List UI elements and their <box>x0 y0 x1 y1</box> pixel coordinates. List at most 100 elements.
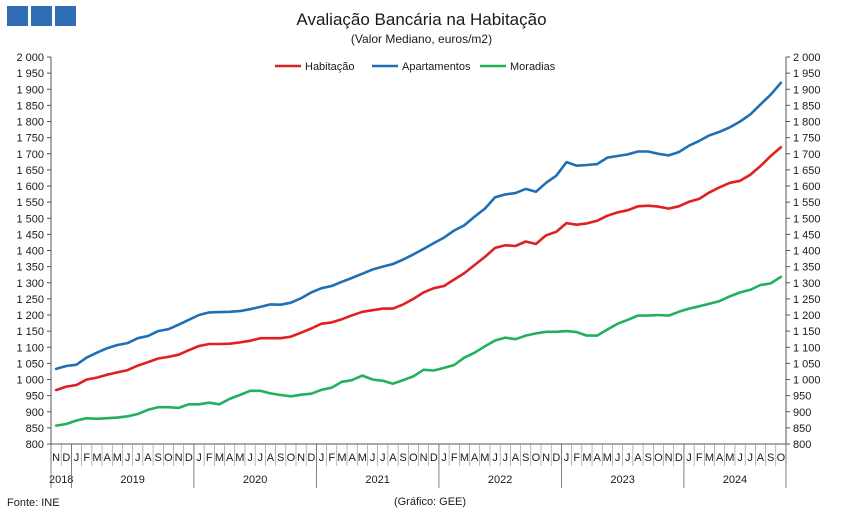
logo-block-3 <box>55 6 76 26</box>
x-month-label: S <box>767 452 774 464</box>
y-tick-label-right: 1 650 <box>793 165 821 177</box>
x-month-label: F <box>206 452 213 464</box>
x-month-label: N <box>52 452 60 464</box>
x-month-label: M <box>480 452 489 464</box>
x-month-label: J <box>748 452 754 464</box>
x-month-label: M <box>337 452 346 464</box>
x-month-label: F <box>451 452 458 464</box>
logo <box>7 6 76 26</box>
x-month-label: D <box>307 452 315 464</box>
x-month-label: N <box>175 452 183 464</box>
x-month-label: F <box>83 452 90 464</box>
x-month-label: A <box>757 452 765 464</box>
y-tick-label-right: 800 <box>793 439 811 451</box>
y-tick-label-right: 1 050 <box>793 358 821 370</box>
y-tick-label-left: 1 250 <box>16 294 44 306</box>
x-month-label: A <box>634 452 642 464</box>
x-month-label: J <box>686 452 692 464</box>
y-tick-label-right: 1 100 <box>793 342 821 354</box>
y-tick-label-right: 1 250 <box>793 294 821 306</box>
x-month-label: O <box>777 452 786 464</box>
x-month-label: J <box>74 452 80 464</box>
x-month-label: O <box>654 452 663 464</box>
x-year-label: 2023 <box>610 474 634 486</box>
x-month-label: J <box>441 452 447 464</box>
y-tick-label-left: 1 000 <box>16 375 44 387</box>
x-month-label: J <box>370 452 376 464</box>
y-tick-label-left: 1 700 <box>16 149 44 161</box>
x-month-label: J <box>258 452 264 464</box>
x-month-label: M <box>725 452 734 464</box>
y-tick-label-left: 1 550 <box>16 197 44 209</box>
chart-subtitle: (Valor Mediano, euros/m2) <box>350 32 493 46</box>
y-tick-label-left: 800 <box>26 439 44 451</box>
y-tick-label-right: 1 750 <box>793 133 821 145</box>
y-tick-label-right: 1 700 <box>793 149 821 161</box>
series-line-moradias <box>54 275 783 427</box>
x-month-label: M <box>603 452 612 464</box>
x-month-label: J <box>247 452 253 464</box>
y-tick-label-right: 1 450 <box>793 229 821 241</box>
x-month-label: O <box>164 452 173 464</box>
y-tick-label-right: 1 200 <box>793 310 821 322</box>
y-tick-label-right: 1 400 <box>793 246 821 258</box>
x-month-label: M <box>358 452 367 464</box>
y-tick-label-left: 1 300 <box>16 278 44 290</box>
x-month-label: J <box>625 452 631 464</box>
x-month-label: A <box>471 452 479 464</box>
logo-block-1 <box>7 6 28 26</box>
x-month-label: S <box>155 452 162 464</box>
y-tick-label-left: 850 <box>26 423 44 435</box>
y-tick-label-right: 1 300 <box>793 278 821 290</box>
x-month-label: S <box>400 452 407 464</box>
y-tick-label-left: 1 100 <box>16 342 44 354</box>
x-month-label: D <box>185 452 193 464</box>
x-month-label: J <box>503 452 509 464</box>
x-month-label: A <box>389 452 397 464</box>
x-year-label: 2022 <box>488 474 512 486</box>
chart-title: Avaliação Bancária na Habitação <box>296 10 547 29</box>
x-month-label: A <box>512 452 520 464</box>
x-month-label: N <box>665 452 673 464</box>
x-month-label: J <box>196 452 202 464</box>
series-line-habita-o <box>54 146 783 392</box>
x-month-label: A <box>226 452 234 464</box>
x-month-label: J <box>564 452 570 464</box>
x-month-label: N <box>420 452 428 464</box>
x-month-label: M <box>705 452 714 464</box>
y-tick-label-left: 1 500 <box>16 213 44 225</box>
y-tick-label-right: 1 350 <box>793 262 821 274</box>
y-tick-label-left: 900 <box>26 407 44 419</box>
x-month-label: A <box>103 452 111 464</box>
y-tick-label-right: 850 <box>793 423 811 435</box>
y-tick-label-right: 900 <box>793 407 811 419</box>
x-month-label: M <box>92 452 101 464</box>
x-month-label: F <box>573 452 580 464</box>
x-month-label: D <box>430 452 438 464</box>
source-note: Fonte: INE <box>7 497 60 509</box>
logo-block-2 <box>31 6 52 26</box>
x-month-label: M <box>113 452 122 464</box>
y-tick-label-right: 1 600 <box>793 181 821 193</box>
y-tick-label-right: 1 550 <box>793 197 821 209</box>
series-line-apartamentos <box>54 81 783 371</box>
y-tick-label-right: 1 950 <box>793 68 821 80</box>
x-year-label: 2021 <box>365 474 389 486</box>
legend-label: Moradias <box>510 61 556 73</box>
x-month-label: N <box>297 452 305 464</box>
x-month-label: A <box>267 452 275 464</box>
x-year-label: 2019 <box>120 474 144 486</box>
x-month-label: O <box>532 452 541 464</box>
x-month-label: F <box>328 452 335 464</box>
y-tick-label-left: 1 400 <box>16 246 44 258</box>
y-tick-label-right: 1 500 <box>793 213 821 225</box>
x-month-label: J <box>615 452 621 464</box>
y-tick-label-right: 1 800 <box>793 117 821 129</box>
y-tick-label-right: 1 150 <box>793 326 821 338</box>
y-tick-label-right: 1 000 <box>793 375 821 387</box>
x-year-label: 2024 <box>723 474 747 486</box>
y-tick-label-left: 1 850 <box>16 100 44 112</box>
x-month-label: J <box>125 452 131 464</box>
x-month-label: D <box>62 452 70 464</box>
